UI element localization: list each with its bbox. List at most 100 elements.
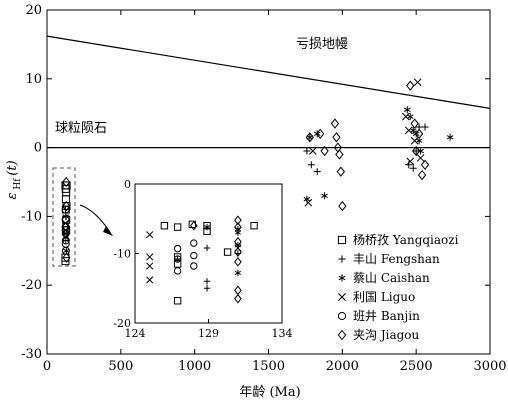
inset-point-plus <box>174 255 181 263</box>
y-tick-label: -10 <box>21 209 42 224</box>
point-x <box>413 78 422 87</box>
x-tick-label: 3000 <box>473 359 506 374</box>
point-diamond <box>336 166 345 177</box>
point-x <box>308 147 317 155</box>
point-x <box>410 136 419 145</box>
point-diamond <box>62 200 71 212</box>
inset-y-tick-label: -10 <box>113 248 131 261</box>
legend-marker-square <box>337 235 347 245</box>
inset-point-circle <box>190 239 198 247</box>
inset-point-diamond <box>234 215 242 225</box>
inset-point-x <box>146 262 154 270</box>
point-diamond <box>338 200 347 212</box>
legend-label: 班井 Banjin <box>353 309 420 323</box>
point-plus <box>412 147 420 155</box>
point-plus <box>307 161 315 169</box>
x-tick-label: 2000 <box>326 359 359 374</box>
inset-point-circle <box>173 267 182 275</box>
point-asterisk <box>406 113 414 121</box>
point-plus <box>303 147 311 155</box>
inset-point-circle <box>173 244 182 253</box>
inset-point-plus <box>203 285 211 292</box>
inset-point-plus <box>203 244 211 252</box>
inset-point-diamond <box>189 220 198 231</box>
legend-label: 夹沟 Jiagou <box>353 328 420 342</box>
inset-point-diamond <box>234 222 242 232</box>
inset-data-points <box>146 215 258 305</box>
legend-label: 杨桥孜 Yangqiaozi <box>353 232 459 247</box>
inset-point-diamond <box>234 247 242 257</box>
point-x <box>304 198 313 207</box>
main-axis-ticks: 0 500 1000 1500 2000 2500 3000 20 10 0 -10 -20 -30 <box>21 3 506 374</box>
x-tick-label: 1500 <box>252 359 285 374</box>
inset-plot-frame <box>134 183 283 324</box>
ref-label-chondrite: 球粒陨石 <box>55 121 107 136</box>
point-circle <box>61 236 70 245</box>
y-axis-title: ε Hf (t) <box>5 160 23 199</box>
point-circle <box>61 205 70 214</box>
x-tick-label: 1000 <box>178 359 211 374</box>
inset-point-x <box>146 276 154 284</box>
y-tick-label: -30 <box>21 347 42 362</box>
inset-point-x <box>146 231 154 239</box>
point-square <box>61 257 70 266</box>
point-diamond <box>332 132 341 143</box>
point-x <box>404 126 413 135</box>
depleted-mantle-line <box>46 35 491 109</box>
y-tick-label: -20 <box>21 278 42 293</box>
point-diamond <box>417 169 427 181</box>
x-tick-label: 0 <box>43 359 51 374</box>
inset-x-tick-label: 124 <box>125 327 146 340</box>
inset-point-plus <box>203 278 211 285</box>
inset-y-tick-label: -20 <box>113 317 131 330</box>
legend-label: 利国 Liguo <box>353 290 415 304</box>
point-diamond <box>414 128 424 140</box>
inset-point-diamond <box>234 257 242 267</box>
x-tick-label: 500 <box>108 359 133 374</box>
inset-point-x <box>146 253 154 261</box>
inset-point-diamond <box>234 293 242 304</box>
legend-marker-plus <box>338 255 346 263</box>
inset-point-square <box>173 297 182 305</box>
inset-arrowhead <box>103 226 113 236</box>
point-diamond <box>330 118 340 129</box>
ref-label-depleted-mantle: 亏损地幔 <box>296 37 348 52</box>
legend: 杨桥孜 Yangqiaozi 丰山 Fengshan 蔡山 Caishan 利国 Li… <box>337 232 459 342</box>
inset-point-square <box>250 222 258 230</box>
legend-label: 蔡山 Caishan <box>353 271 430 285</box>
point-plus <box>421 123 429 131</box>
point-diamond <box>62 176 71 188</box>
legend-marker-diamond <box>337 329 347 341</box>
legend-marker-x <box>338 293 346 301</box>
point-asterisk <box>321 192 328 200</box>
legend-marker-asterisk <box>338 274 346 282</box>
inset-selection-box <box>52 167 76 267</box>
legend-label: 丰山 Fengshan <box>353 252 440 266</box>
y-tick-label: 10 <box>25 72 42 87</box>
point-x <box>401 112 410 121</box>
point-asterisk <box>446 133 454 141</box>
point-asterisk <box>409 126 417 134</box>
inset-axis-ticks: 124 129 134 0 -10 -20 <box>113 178 292 340</box>
inset-point-asterisk <box>234 269 241 277</box>
point-diamond <box>316 128 325 140</box>
y-axis-title-epsilon: ε <box>5 192 20 199</box>
inset-point-circle <box>190 262 198 270</box>
y-axis-title-subscript: Hf <box>13 178 23 190</box>
y-tick-label: 0 <box>34 141 42 156</box>
inset-point-square <box>223 248 232 256</box>
inset-x-tick-label: 134 <box>272 327 293 340</box>
point-asterisk <box>404 106 411 114</box>
point-diamond <box>406 80 415 91</box>
x-tick-label: 2500 <box>400 359 433 374</box>
point-diamond <box>335 149 344 160</box>
point-plus <box>313 168 321 176</box>
point-diamond <box>420 159 430 170</box>
inset-point-circle <box>173 255 182 263</box>
point-diamond <box>305 132 314 143</box>
main-data-points <box>61 78 454 266</box>
point-diamond <box>412 145 421 157</box>
point-circle <box>61 239 70 248</box>
inset-x-tick-label: 129 <box>198 327 219 340</box>
